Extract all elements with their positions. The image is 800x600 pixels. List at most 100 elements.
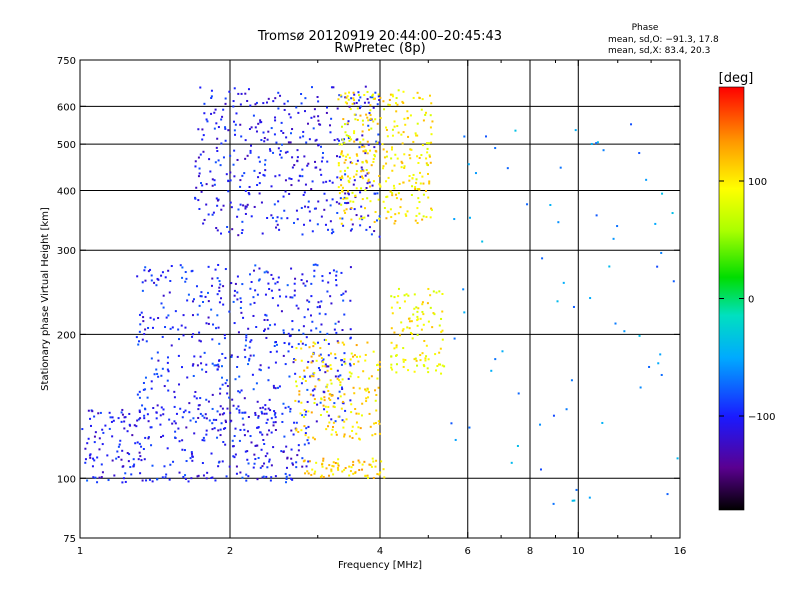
data-point: [428, 182, 431, 185]
data-point: [416, 324, 419, 327]
data-point: [81, 428, 84, 431]
data-point: [229, 171, 232, 174]
data-point: [326, 383, 329, 386]
data-point: [372, 180, 375, 183]
data-point: [137, 458, 140, 461]
data-point: [317, 200, 320, 203]
data-point: [419, 317, 422, 320]
data-point: [219, 428, 222, 431]
data-point: [214, 479, 217, 482]
data-point: [162, 413, 165, 416]
data-point: [596, 141, 599, 144]
data-point: [419, 354, 422, 357]
data-point: [310, 282, 313, 285]
data-point: [375, 459, 378, 462]
data-point: [468, 426, 471, 429]
data-point: [373, 154, 376, 157]
data-point: [311, 320, 314, 323]
data-point: [264, 169, 267, 172]
data-point: [327, 365, 330, 368]
data-point: [307, 436, 310, 439]
data-point: [441, 329, 444, 332]
data-point: [371, 184, 374, 187]
data-point: [319, 476, 322, 479]
data-point: [426, 151, 429, 154]
data-point: [181, 266, 184, 269]
data-point: [273, 133, 276, 136]
data-point: [349, 399, 352, 402]
data-point: [356, 118, 359, 121]
data-point: [191, 314, 194, 317]
data-point: [326, 410, 329, 413]
data-point: [427, 371, 430, 374]
data-point: [258, 171, 261, 174]
data-point: [322, 151, 325, 154]
data-point: [264, 159, 267, 162]
data-point: [311, 230, 314, 233]
data-point: [318, 123, 321, 126]
data-point: [190, 451, 193, 454]
data-point: [378, 432, 381, 435]
data-point: [138, 396, 141, 399]
data-point: [198, 172, 201, 175]
data-point: [350, 218, 353, 221]
data-point: [233, 294, 236, 297]
data-point: [657, 362, 660, 365]
data-point: [282, 402, 285, 405]
data-point: [270, 431, 273, 434]
data-point: [409, 114, 412, 117]
data-point: [311, 180, 314, 183]
data-point: [293, 358, 296, 361]
data-point: [353, 99, 356, 102]
data-point: [336, 377, 339, 380]
data-point: [373, 422, 376, 425]
data-point: [297, 444, 300, 447]
data-point: [320, 160, 323, 163]
data-point: [265, 101, 268, 104]
data-point: [206, 120, 209, 123]
data-point: [430, 133, 433, 136]
data-point: [398, 307, 401, 310]
data-point: [266, 216, 269, 219]
data-point: [364, 474, 367, 477]
data-point: [360, 145, 363, 148]
data-point: [229, 179, 232, 182]
data-point: [426, 163, 429, 166]
data-point: [307, 410, 310, 413]
data-point: [283, 209, 286, 212]
data-point: [236, 291, 239, 294]
data-point: [343, 123, 346, 126]
data-point: [306, 400, 309, 403]
data-point: [388, 98, 391, 101]
data-point: [143, 269, 146, 272]
data-point: [325, 111, 328, 114]
data-point: [330, 368, 333, 371]
data-point: [343, 393, 346, 396]
data-point: [360, 414, 363, 417]
data-point: [216, 368, 219, 371]
data-point: [630, 123, 633, 126]
data-point: [349, 375, 352, 378]
data-point: [330, 352, 333, 355]
data-point: [150, 380, 153, 383]
data-point: [194, 197, 197, 200]
data-point: [428, 94, 431, 97]
data-point: [418, 188, 421, 191]
data-point: [309, 393, 312, 396]
data-point: [396, 125, 399, 128]
data-point: [359, 175, 362, 178]
data-point: [453, 337, 456, 340]
data-point: [207, 316, 210, 319]
data-point: [257, 176, 260, 179]
data-point: [401, 142, 404, 145]
data-point: [89, 424, 92, 427]
data-point: [196, 475, 199, 478]
data-point: [156, 478, 159, 481]
data-point: [343, 468, 346, 471]
data-point: [359, 191, 362, 194]
data-point: [225, 475, 228, 478]
data-point: [293, 421, 296, 424]
data-point: [297, 343, 300, 346]
data-point: [338, 202, 341, 205]
